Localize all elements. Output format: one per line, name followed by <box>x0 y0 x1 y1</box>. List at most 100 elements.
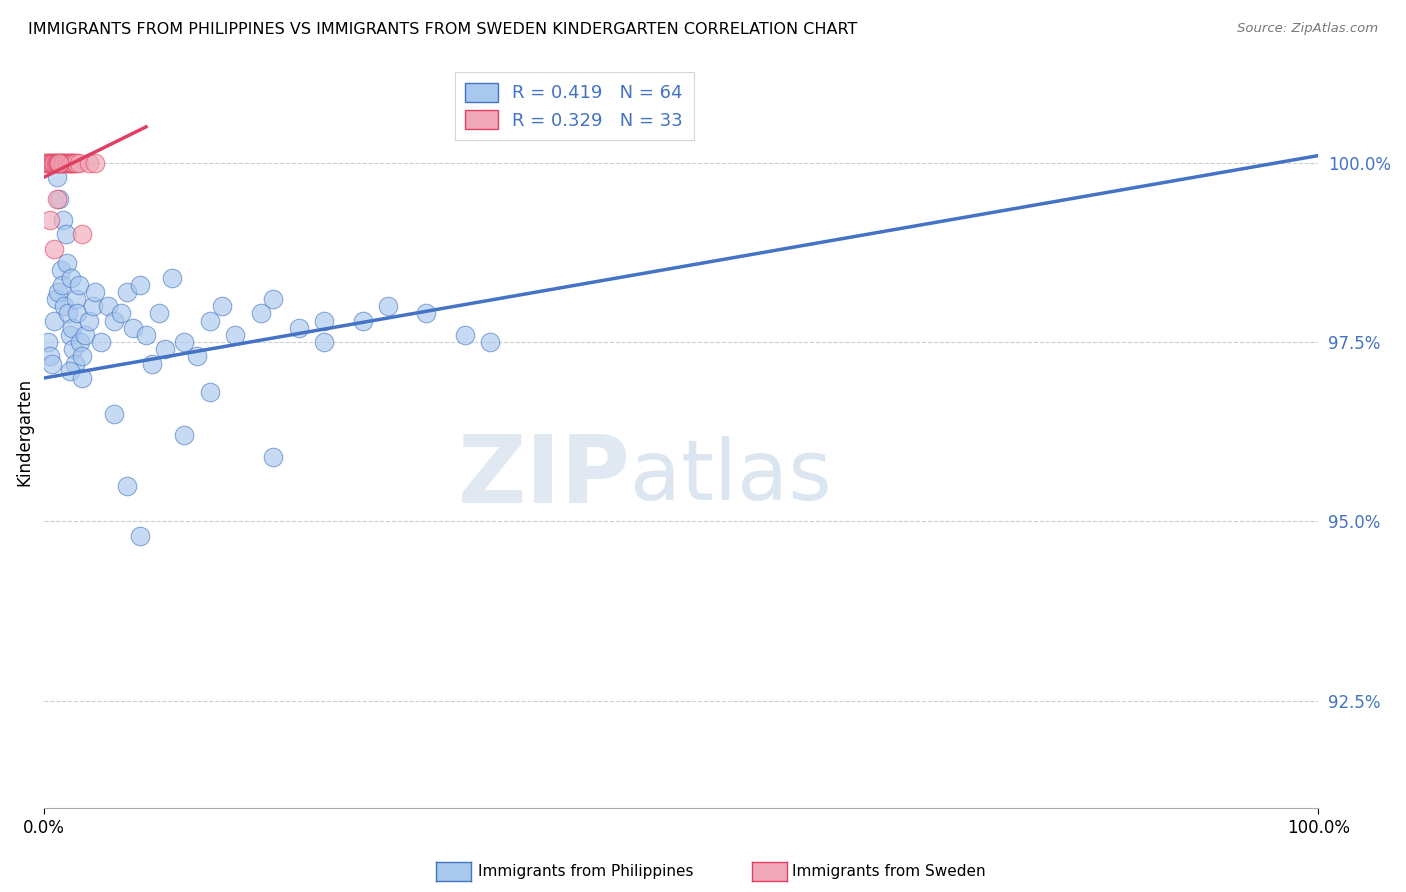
Point <box>262 450 284 464</box>
Point <box>60 320 83 334</box>
Point <box>45 170 67 185</box>
Point <box>77 313 100 327</box>
Point <box>45 292 67 306</box>
Point <box>453 327 475 342</box>
Point <box>48 155 70 169</box>
Point <box>211 299 233 313</box>
Point <box>49 155 72 169</box>
Point <box>58 306 80 320</box>
Point <box>77 155 100 169</box>
Point <box>148 306 170 320</box>
Point <box>63 357 86 371</box>
Point <box>41 357 63 371</box>
Point <box>55 155 77 169</box>
Point <box>314 335 336 350</box>
Point <box>128 277 150 292</box>
Legend: R = 0.419   N = 64, R = 0.329   N = 33: R = 0.419 N = 64, R = 0.329 N = 33 <box>454 71 695 140</box>
Point <box>59 155 82 169</box>
Point <box>103 407 125 421</box>
Point <box>45 155 67 169</box>
Point <box>73 327 96 342</box>
Point <box>44 242 66 256</box>
Point <box>53 299 76 313</box>
Point <box>84 155 107 169</box>
Point <box>352 313 374 327</box>
Point <box>141 357 163 371</box>
Text: IMMIGRANTS FROM PHILIPPINES VS IMMIGRANTS FROM SWEDEN KINDERGARTEN CORRELATION C: IMMIGRANTS FROM PHILIPPINES VS IMMIGRANT… <box>28 22 858 37</box>
Point <box>52 213 75 227</box>
Point <box>46 155 69 169</box>
Point <box>51 277 73 292</box>
Point <box>90 335 112 350</box>
Point <box>37 155 59 169</box>
Point <box>115 478 138 492</box>
Point <box>198 313 221 327</box>
Point <box>415 306 437 320</box>
Point <box>56 155 79 169</box>
Point <box>38 155 60 169</box>
Point <box>128 529 150 543</box>
Point <box>58 364 80 378</box>
Point <box>198 385 221 400</box>
Point <box>53 155 76 169</box>
Point <box>82 299 104 313</box>
Point <box>42 155 65 169</box>
Point <box>69 335 91 350</box>
Point <box>115 285 138 299</box>
Point <box>224 327 246 342</box>
Point <box>153 343 176 357</box>
Point <box>103 313 125 327</box>
Point <box>34 155 56 169</box>
Point <box>41 155 63 169</box>
Point <box>160 270 183 285</box>
Point <box>66 306 89 320</box>
Point <box>39 155 62 169</box>
Point <box>55 227 77 242</box>
Point <box>186 350 208 364</box>
Point <box>45 155 67 169</box>
Point <box>58 155 80 169</box>
Point <box>173 428 195 442</box>
Text: Immigrants from Sweden: Immigrants from Sweden <box>792 864 986 879</box>
Text: Source: ZipAtlas.com: Source: ZipAtlas.com <box>1237 22 1378 36</box>
Point <box>56 256 79 270</box>
Point <box>45 192 67 206</box>
Point <box>67 277 90 292</box>
Point <box>49 263 72 277</box>
Point <box>58 155 80 169</box>
Point <box>262 292 284 306</box>
Point <box>97 299 120 313</box>
Point <box>44 155 66 169</box>
Point <box>39 350 62 364</box>
Point <box>72 371 94 385</box>
Text: atlas: atlas <box>630 436 832 517</box>
Y-axis label: Kindergarten: Kindergarten <box>15 377 32 486</box>
Point <box>72 350 94 364</box>
Point <box>67 155 90 169</box>
Point <box>65 292 87 306</box>
Point <box>288 320 311 334</box>
Point <box>35 155 58 169</box>
Point <box>37 335 59 350</box>
Point <box>60 155 83 169</box>
Point <box>65 155 87 169</box>
Point <box>59 270 82 285</box>
Point <box>72 227 94 242</box>
Point <box>48 155 70 169</box>
Point <box>52 155 75 169</box>
Point <box>122 320 145 334</box>
Point <box>84 285 107 299</box>
Point <box>48 192 70 206</box>
Point <box>46 285 69 299</box>
Point <box>51 155 73 169</box>
Point <box>249 306 271 320</box>
Point <box>62 155 84 169</box>
Point <box>110 306 132 320</box>
Point <box>62 343 84 357</box>
Point <box>44 313 66 327</box>
Point <box>135 327 157 342</box>
Point <box>63 155 86 169</box>
Point <box>39 213 62 227</box>
Point <box>58 327 80 342</box>
Point <box>479 335 502 350</box>
